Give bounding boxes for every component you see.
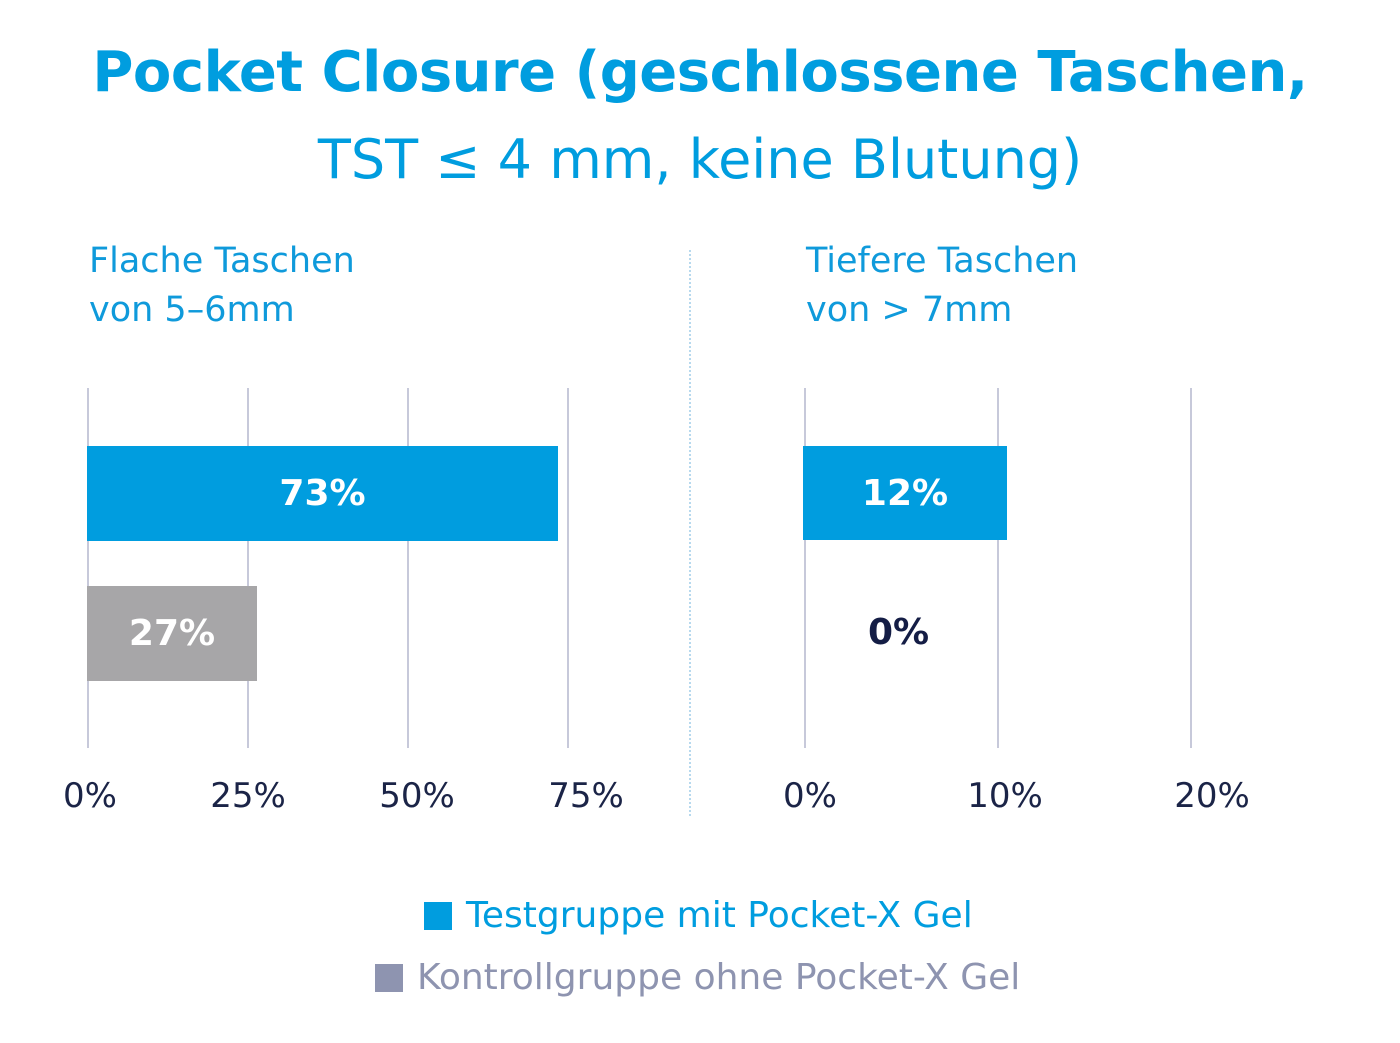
legend-label: Testgruppe mit Pocket-X Gel — [466, 895, 973, 936]
chart-title-line1: Pocket Closure (geschlossene Taschen, — [92, 40, 1308, 105]
panel-title: Tiefere Taschen von > 7mm — [806, 237, 1078, 335]
panel-title-line1: Flache Taschen — [89, 241, 355, 281]
gridline-0 — [87, 388, 89, 748]
x-tick-label: 75% — [548, 776, 624, 816]
gridline-10 — [997, 388, 999, 748]
gridline-0 — [804, 388, 806, 748]
x-tick-label: 20% — [1174, 776, 1250, 816]
panel-title-line2: von 5–6mm — [89, 290, 295, 330]
x-tick-label: 50% — [379, 776, 455, 816]
legend-item-control: Kontrollgruppe ohne Pocket-X Gel — [375, 957, 1020, 998]
bar-value-label: 73% — [279, 473, 366, 514]
bar-control-group-value-label: 0% — [868, 612, 930, 653]
legend-swatch-icon — [424, 901, 452, 930]
legend-swatch-icon — [375, 963, 403, 992]
bar-test-group: 73% — [87, 446, 558, 541]
panel-title-line1: Tiefere Taschen — [806, 241, 1079, 281]
gridline-50 — [407, 388, 409, 748]
panel-tiefere-taschen: Tiefere Taschen von > 7mm 12% 0% 0% 10% … — [690, 0, 1400, 860]
gridline-20 — [1190, 388, 1192, 748]
x-tick-label: 0% — [783, 776, 837, 816]
gridline-25 — [247, 388, 249, 748]
x-tick-label: 25% — [210, 776, 286, 816]
legend-label: Kontrollgruppe ohne Pocket-X Gel — [417, 957, 1021, 998]
bar-control-group: 27% — [87, 586, 257, 681]
panel-flache-taschen: Flache Taschen von 5–6mm 73% 27% 0% 25% … — [0, 0, 690, 860]
bar-value-label: 12% — [861, 472, 949, 514]
panel-divider — [689, 250, 691, 816]
bar-value-label: 27% — [128, 613, 216, 654]
legend-item-test: Testgruppe mit Pocket-X Gel — [424, 895, 973, 936]
gridline-75 — [567, 388, 569, 748]
x-tick-label: 10% — [967, 776, 1043, 816]
panel-title-line2: von > 7mm — [806, 290, 1013, 330]
bar-test-group: 12% — [803, 446, 1007, 540]
x-tick-label: 0% — [63, 776, 117, 816]
chart-title-line2: TST ≤ 4 mm, keine Blutung) — [317, 128, 1083, 191]
panel-title: Flache Taschen von 5–6mm — [89, 237, 355, 335]
